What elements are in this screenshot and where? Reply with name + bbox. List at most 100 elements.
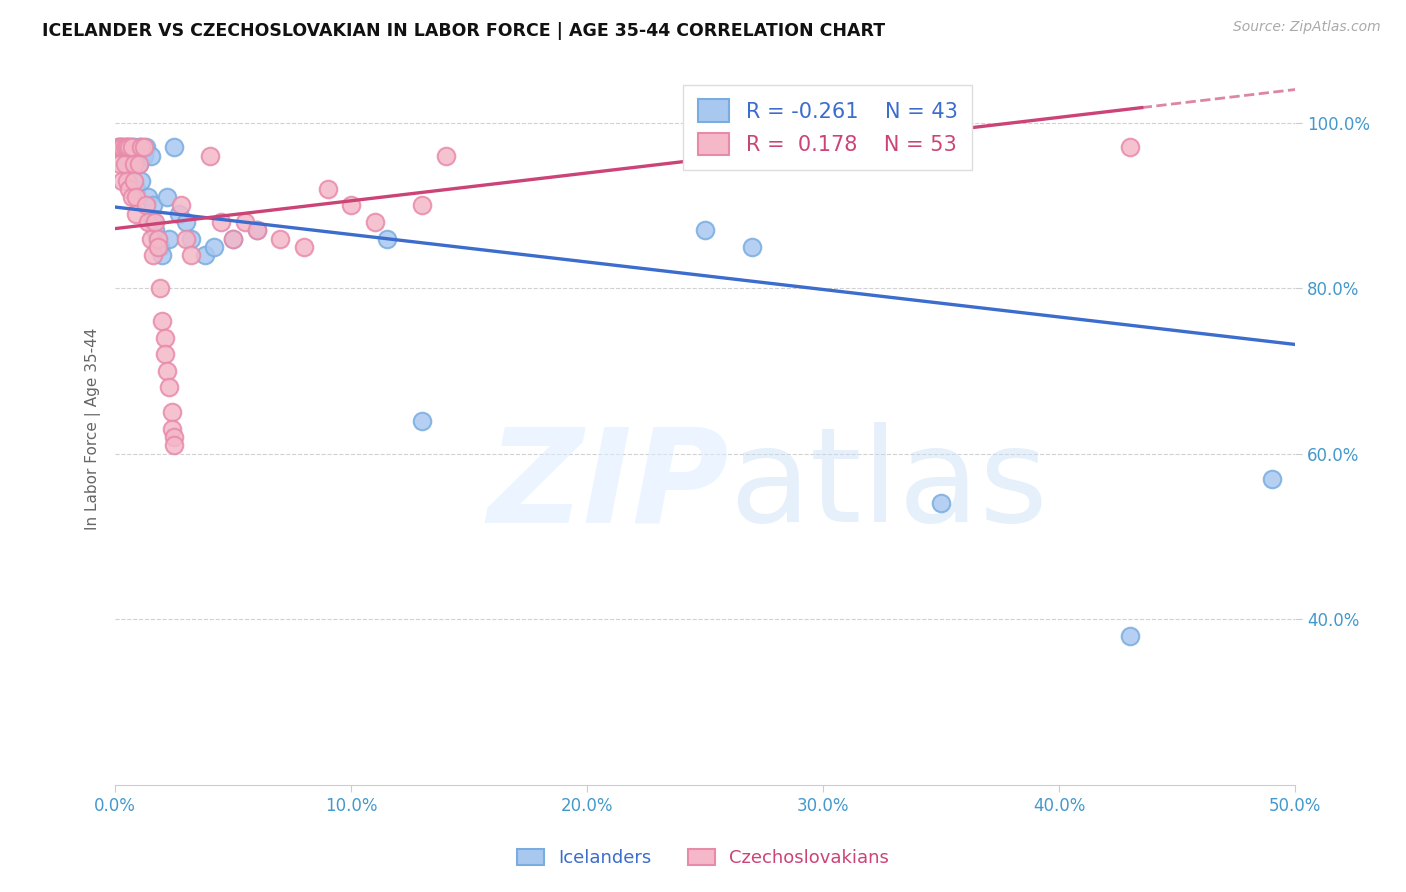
Point (316, 182, 339, 196)
Point (108, 140, 131, 154)
Point (136, 215, 159, 229)
Point (143, 215, 166, 229)
Point (163, 140, 186, 154)
Point (180, 231, 202, 245)
Point (150, 314, 173, 328)
Point (114, 140, 136, 154)
Point (129, 140, 152, 154)
Point (246, 223, 269, 237)
Point (233, 215, 256, 229)
Point (115, 140, 138, 154)
Point (142, 248, 165, 262)
Point (115, 140, 138, 154)
Point (167, 207, 190, 221)
Point (929, 496, 952, 510)
Legend: R = -0.261    N = 43, R =  0.178    N = 53: R = -0.261 N = 43, R = 0.178 N = 53 (683, 85, 972, 169)
Point (1119, 140, 1142, 154)
Point (156, 364, 179, 378)
Point (159, 380, 181, 394)
Point (142, 198, 165, 212)
Point (411, 198, 433, 212)
Point (1260, 471, 1282, 485)
Point (122, 157, 145, 171)
Point (180, 248, 202, 262)
Point (222, 231, 245, 245)
Point (121, 140, 143, 154)
Point (115, 173, 138, 187)
Point (128, 140, 150, 154)
Y-axis label: In Labor Force | Age 35-44: In Labor Force | Age 35-44 (86, 327, 101, 530)
Point (142, 215, 165, 229)
Text: ZIP: ZIP (486, 422, 728, 549)
Point (108, 140, 131, 154)
Point (174, 215, 197, 229)
Point (129, 173, 152, 187)
Point (111, 140, 134, 154)
Point (111, 173, 134, 187)
Point (194, 248, 217, 262)
Point (128, 157, 150, 171)
Point (146, 231, 169, 245)
Point (209, 215, 232, 229)
Point (121, 190, 143, 204)
Point (364, 215, 387, 229)
Point (170, 198, 193, 212)
Point (163, 438, 186, 452)
Point (118, 182, 141, 196)
Point (1119, 629, 1142, 643)
Point (149, 281, 172, 295)
Point (153, 347, 176, 361)
Point (108, 157, 131, 171)
Point (174, 231, 197, 245)
Point (125, 190, 148, 204)
Text: Source: ZipAtlas.com: Source: ZipAtlas.com (1233, 20, 1381, 34)
Point (269, 231, 291, 245)
Point (107, 140, 129, 154)
Point (136, 190, 159, 204)
Text: ICELANDER VS CZECHOSLOVAKIAN IN LABOR FORCE | AGE 35-44 CORRELATION CHART: ICELANDER VS CZECHOSLOVAKIAN IN LABOR FO… (42, 22, 886, 40)
Point (292, 240, 315, 254)
Point (121, 140, 143, 154)
Point (143, 223, 166, 237)
Point (741, 240, 763, 254)
Point (150, 248, 173, 262)
Point (202, 240, 225, 254)
Point (246, 223, 269, 237)
Point (107, 140, 129, 154)
Point (118, 157, 141, 171)
Point (132, 149, 155, 163)
Text: atlas: atlas (728, 422, 1047, 549)
Point (122, 140, 145, 154)
Point (118, 140, 141, 154)
Point (118, 140, 141, 154)
Point (198, 149, 221, 163)
Point (160, 422, 183, 436)
Point (411, 414, 433, 428)
Point (125, 182, 148, 196)
Point (156, 190, 179, 204)
Point (695, 223, 717, 237)
Point (146, 240, 169, 254)
Point (132, 140, 155, 154)
Point (114, 140, 136, 154)
Point (114, 157, 136, 171)
Point (153, 331, 176, 345)
Point (139, 231, 162, 245)
Point (129, 140, 152, 154)
Point (128, 157, 150, 171)
Point (111, 140, 134, 154)
Point (434, 149, 457, 163)
Point (163, 430, 186, 444)
Point (139, 149, 162, 163)
Point (222, 231, 245, 245)
Point (160, 405, 183, 419)
Point (375, 231, 398, 245)
Legend: Icelanders, Czechoslovakians: Icelanders, Czechoslovakians (509, 841, 897, 874)
Point (149, 240, 172, 254)
Point (340, 198, 363, 212)
Point (122, 157, 145, 171)
Point (115, 157, 138, 171)
Point (122, 173, 145, 187)
Point (146, 231, 169, 245)
Point (135, 140, 157, 154)
